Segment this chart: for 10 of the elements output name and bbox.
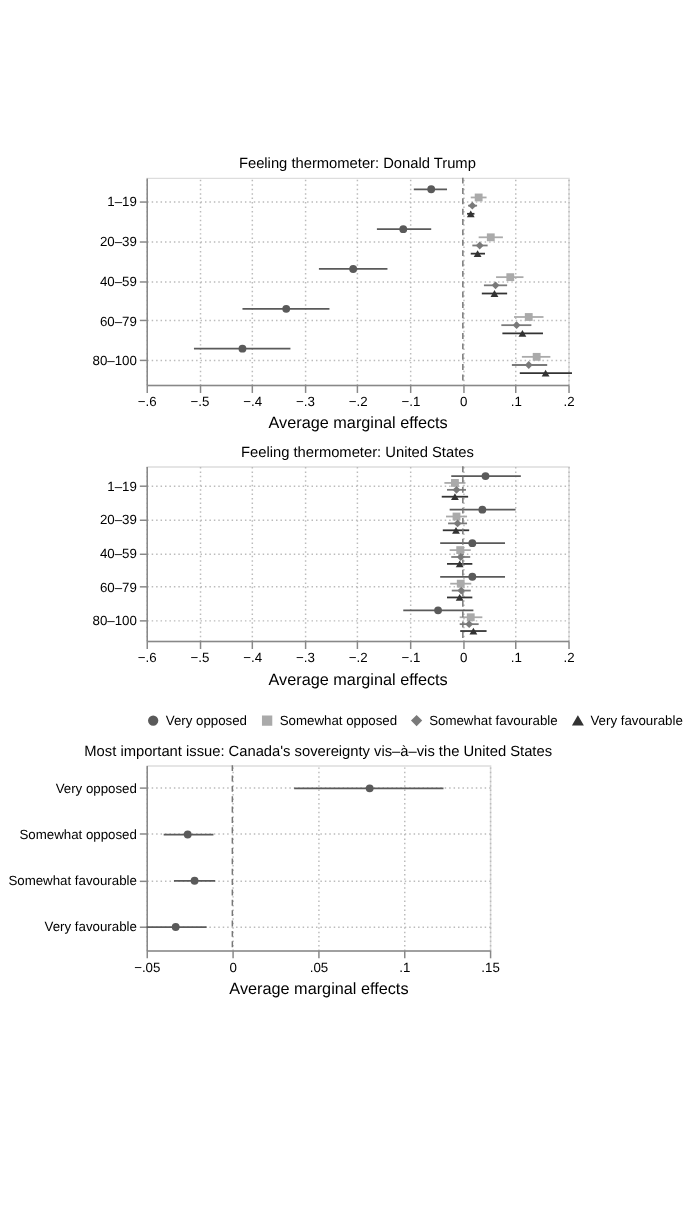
chart-title: Feeling thermometer: Donald Trump (238, 154, 476, 173)
x-axis-title: Average marginal effects (268, 414, 448, 433)
x-axis-title: Average marginal effects (229, 979, 409, 998)
point (171, 923, 180, 931)
chart-title: Feeling thermometer: United States (240, 442, 475, 461)
point (365, 784, 374, 793)
chart-title: Most important issue: Canada's sovereignty vis–à–vis the United States (84, 741, 553, 760)
point (183, 830, 192, 839)
point (190, 876, 199, 885)
x-axis-title: Average marginal effects (268, 670, 448, 689)
